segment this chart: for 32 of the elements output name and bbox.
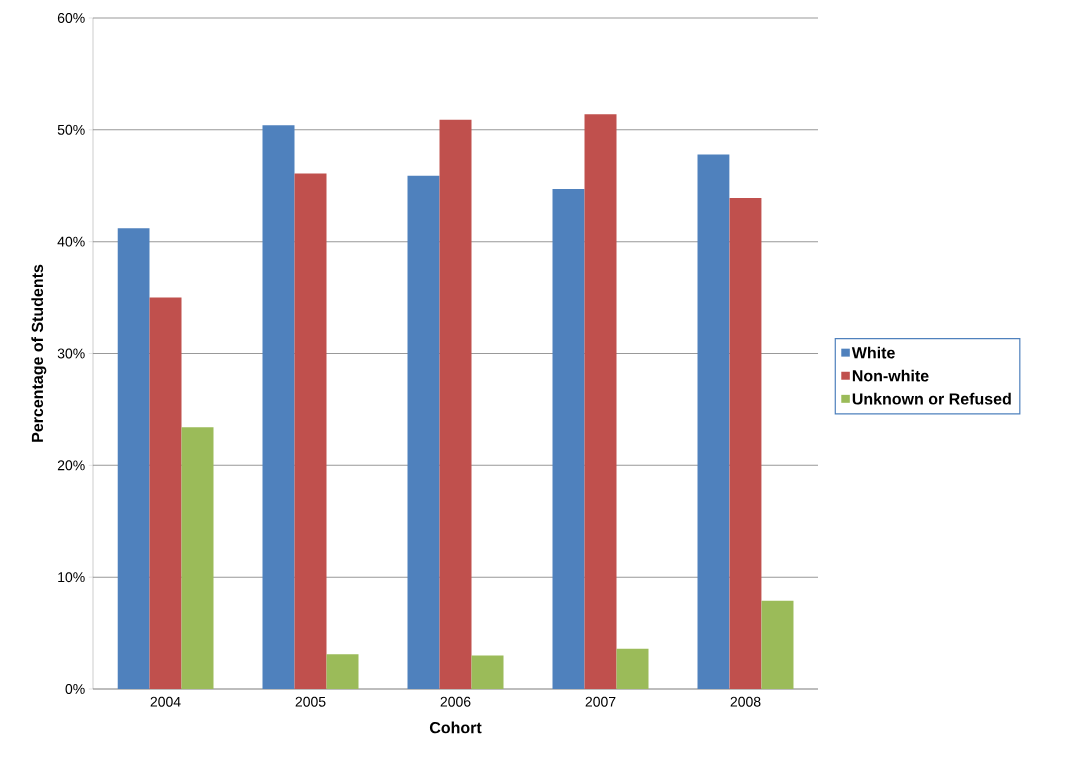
- x-tick-label: 2004: [150, 696, 181, 707]
- y-tick-label: 50%: [57, 124, 85, 135]
- bar: [149, 297, 182, 689]
- x-tick-label: 2006: [440, 696, 471, 707]
- x-axis-title: Cohort: [429, 721, 482, 734]
- bar: [326, 654, 359, 689]
- bar: [117, 228, 150, 689]
- y-tick-label: 0%: [65, 684, 85, 694]
- y-tick-label: 20%: [57, 460, 85, 471]
- bar: [697, 154, 730, 689]
- bar: [729, 198, 762, 689]
- bar: [761, 600, 794, 689]
- x-tick-label: 2007: [585, 696, 616, 707]
- y-axis-title: Percentage of Students: [31, 264, 47, 442]
- x-tick-label: 2008: [730, 696, 761, 707]
- bar: [439, 119, 472, 689]
- bar: [181, 427, 214, 689]
- y-tick-label: 40%: [57, 236, 85, 247]
- bar: [294, 173, 327, 689]
- y-tick-label: 10%: [58, 572, 85, 583]
- bar: [407, 175, 440, 689]
- bar: [262, 125, 295, 689]
- legend-label: Unknown or Refused: [852, 392, 1011, 405]
- bar: [552, 189, 585, 689]
- bar: [584, 114, 617, 689]
- bar: [471, 655, 504, 689]
- y-tick-label: 30%: [57, 348, 85, 359]
- y-tick-label: 60%: [57, 13, 85, 23]
- x-tick-label: 2005: [295, 696, 326, 707]
- legend-label: Non-white: [852, 369, 929, 382]
- bar: [616, 648, 649, 689]
- legend-label: White: [851, 346, 895, 359]
